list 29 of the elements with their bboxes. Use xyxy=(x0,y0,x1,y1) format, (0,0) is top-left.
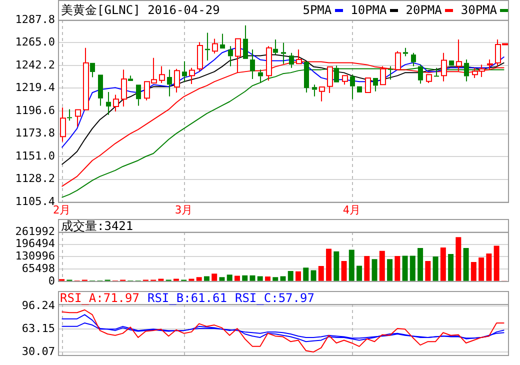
y-tick-label: 65498 xyxy=(22,262,55,275)
series-label: RSI_A:71.97 xyxy=(60,291,140,305)
y-tick-label: 63.15 xyxy=(22,322,55,335)
y-tick-label: 1287.8 xyxy=(15,12,55,26)
x-tick-label: 2月 xyxy=(53,203,71,216)
text: RSI_B:61.61 xyxy=(147,291,227,305)
legend-label: 30PMA xyxy=(460,3,497,17)
y-tick-label: 1173.8 xyxy=(15,126,55,140)
y-tick-label: 261992 xyxy=(15,224,55,238)
y-tick-label: 30.07 xyxy=(22,344,55,358)
y-tick-label: 130996 xyxy=(15,250,55,263)
legend-label: 20PMA xyxy=(406,3,442,17)
y-tick-label: 196494 xyxy=(15,237,56,250)
y-tick-label: 1219.4 xyxy=(15,81,56,94)
x-tick-label: 4月 xyxy=(342,203,360,216)
y-tick-label: 1151.0 xyxy=(15,149,55,162)
chart-title: 美黄金[GLNC] 2016-04-29 xyxy=(61,3,220,17)
y-tick-label: 1128.2 xyxy=(15,172,55,186)
y-tick-label: 1105.4 xyxy=(15,194,56,208)
y-tick-label: 1242.2 xyxy=(15,58,55,72)
y-tick-label: 1265.0 xyxy=(15,36,55,49)
legend-label: 5PMA xyxy=(302,3,332,17)
text: RSI_C:57.97 xyxy=(234,291,314,305)
y-tick-label: 1196.6 xyxy=(15,104,55,117)
legend-label: 10PMA xyxy=(350,3,387,17)
y-tick-label: 0 xyxy=(48,274,55,288)
x-tick-label: 3月 xyxy=(175,203,193,216)
y-tick-label: 96.24 xyxy=(22,299,56,312)
chart-title: 成交量:3421 xyxy=(61,219,134,233)
